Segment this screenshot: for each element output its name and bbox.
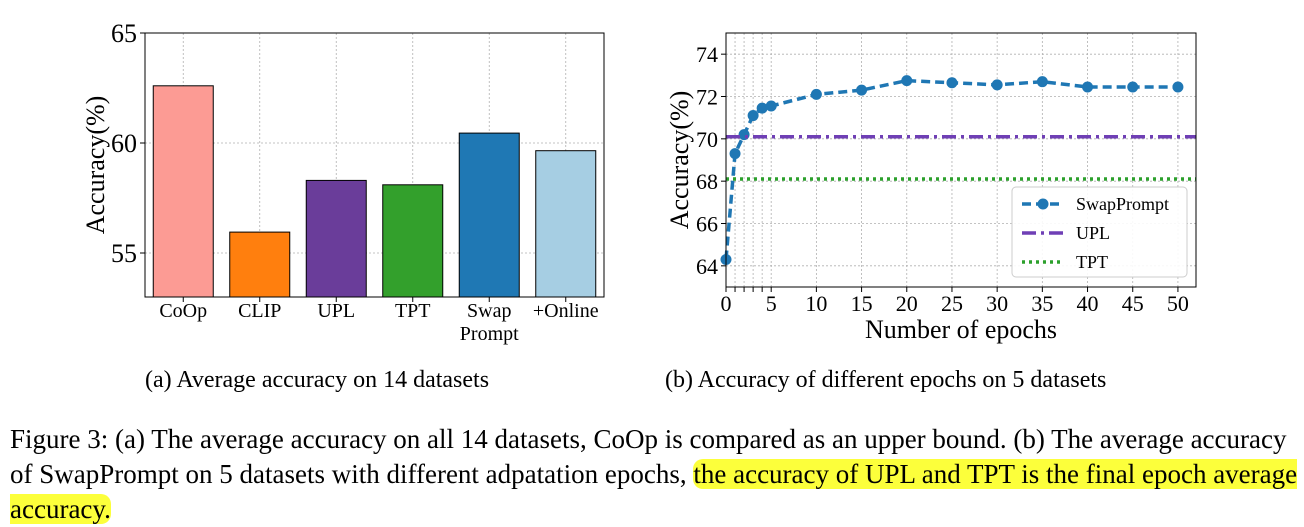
- x-tick-label: 40: [1077, 291, 1099, 316]
- bar-coop: [152, 85, 214, 298]
- x-tick-label: +Online: [533, 300, 599, 322]
- legend-box: [1011, 186, 1188, 278]
- legend-label: UPL: [1076, 223, 1110, 243]
- series-point-swapprompt: [1082, 81, 1094, 93]
- y-tick-label: 60: [111, 129, 137, 158]
- x-axis-label: Number of epochs: [865, 315, 1057, 344]
- x-tick-label: Swap Prompt: [460, 300, 519, 345]
- series-point-swapprompt: [901, 75, 913, 87]
- y-tick-label: 65: [111, 19, 137, 48]
- bar-upl: [305, 179, 367, 298]
- series-point-swapprompt: [729, 148, 741, 160]
- y-tick-label: 70: [696, 127, 718, 152]
- x-tick-label: 35: [1031, 291, 1053, 316]
- figure-caption-part-b-text: The average accuracy of SwapPrompt on 5 …: [10, 424, 1287, 489]
- y-tick-label: 74: [696, 42, 718, 67]
- series-point-swapprompt: [946, 77, 958, 89]
- x-tick-label: 10: [805, 291, 827, 316]
- y-tick-label: 66: [696, 212, 718, 237]
- series-line-swapprompt: [724, 78, 1178, 260]
- bar--online: [535, 150, 597, 298]
- figure-caption-part-a-marker: (a): [115, 424, 145, 454]
- line-chart-accuracy-by-epochs: 64 66 68 70 72 74 0 5 10 15 20 25 30 35 40 45 50 Number o…: [665, 32, 1197, 344]
- series-point-swapprompt: [1127, 81, 1139, 93]
- bar-tpt: [382, 184, 444, 298]
- bar-swap-prompt: [458, 132, 520, 298]
- series-point-swapprompt: [1172, 81, 1184, 93]
- series-point-swapprompt: [765, 100, 777, 112]
- plot-frame: [144, 32, 605, 298]
- figure-caption-part-b-marker: (b): [1013, 424, 1045, 454]
- y-tick-label: 55: [111, 239, 137, 268]
- x-tick-label: UPL: [317, 300, 355, 322]
- bar-clip: [229, 231, 291, 298]
- y-tick-label: 68: [696, 169, 718, 194]
- x-tick-label: 20: [896, 291, 918, 316]
- x-tick-label: 50: [1167, 291, 1189, 316]
- x-tick-label: 5: [766, 291, 777, 316]
- subfigure-caption-a: (a) Average accuracy on 14 datasets: [145, 367, 490, 393]
- series-point-swapprompt: [856, 84, 868, 96]
- legend-label: SwapPrompt: [1076, 194, 1169, 214]
- x-tick-label: TPT: [395, 300, 431, 322]
- series-point-swapprompt: [810, 88, 822, 100]
- y-axis-label: Accuracy(%): [665, 91, 694, 230]
- figure-caption: Figure 3: (a) The average accuracy on al…: [10, 422, 1300, 527]
- bar-chart-average-accuracy: 55 60 65 CoOp CLIP UPL TPT Swap Prompt +Online Acc…: [81, 19, 605, 345]
- series-point-swapprompt: [747, 110, 759, 122]
- x-tick-label: 25: [941, 291, 963, 316]
- x-tick-label: 0: [721, 291, 732, 316]
- x-tick-label: 15: [851, 291, 873, 316]
- x-tick-label: CLIP: [238, 300, 281, 322]
- x-tick-label: CoOp: [159, 300, 207, 322]
- figure-caption-part-a-text: The average accuracy on all 14 datasets,…: [151, 424, 1007, 454]
- x-tick-label: 30: [986, 291, 1008, 316]
- legend-label: TPT: [1076, 252, 1108, 272]
- series-point-swapprompt: [1036, 76, 1048, 88]
- y-tick-label: 72: [696, 85, 718, 110]
- figure-canvas: 55 60 65 CoOp CLIP UPL TPT Swap Prompt +Online Acc…: [81, 19, 1197, 345]
- legend-marker-swapprompt: [1037, 198, 1049, 210]
- figure-caption-label: Figure 3:: [10, 424, 109, 454]
- y-axis-label: Accuracy(%): [81, 96, 110, 235]
- series-point-swapprompt: [756, 102, 768, 114]
- subfigure-caption-b: (b) Accuracy of different epochs on 5 da…: [665, 367, 1107, 393]
- plot-frame: [725, 32, 1197, 288]
- series-point-swapprompt: [991, 79, 1003, 91]
- y-tick-label: 64: [696, 254, 718, 279]
- x-tick-label: 45: [1122, 291, 1144, 316]
